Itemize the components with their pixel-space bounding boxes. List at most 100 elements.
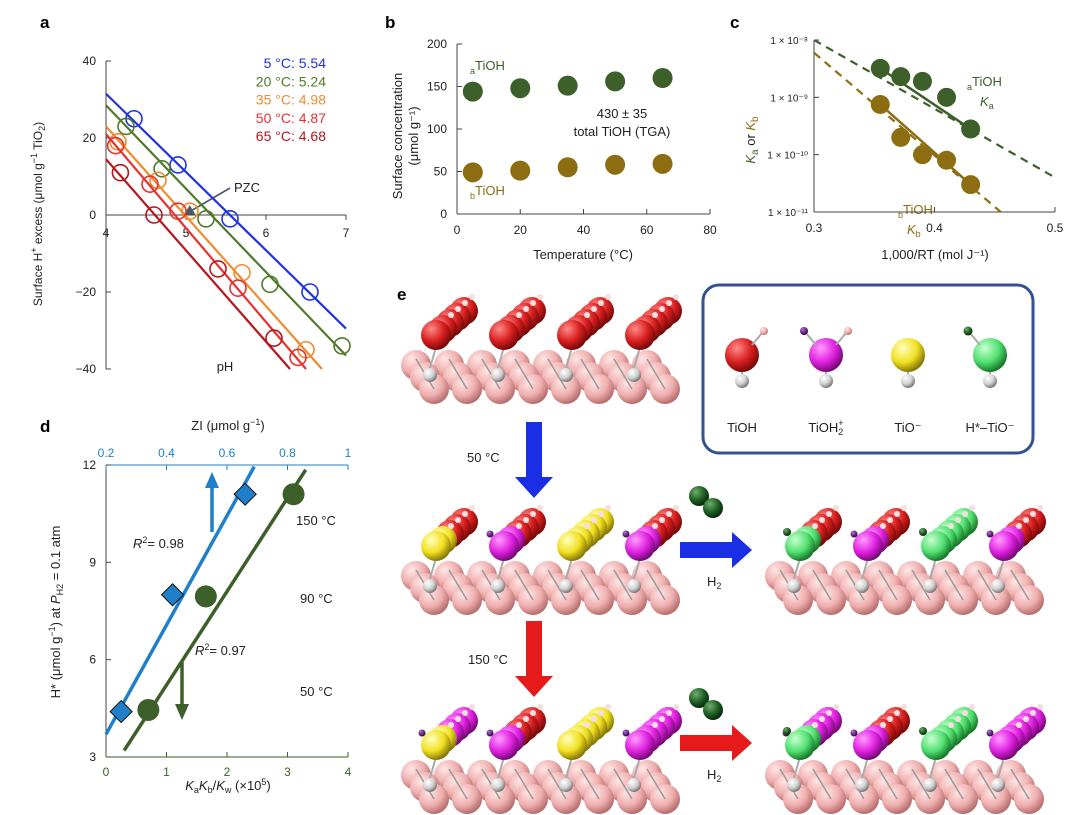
panel-b-xlabel: Temperature (°C) [533,247,633,262]
h-atom [652,722,658,728]
d-x2tick-label: 0.8 [279,446,296,460]
legend-ball [973,338,1007,372]
h-atom [1016,722,1022,728]
panel-d-xlabel: KaKb/Kw (×105) [185,777,271,795]
h-atom [826,710,832,716]
c-point [912,145,932,165]
legend-icon-3 [963,326,1007,388]
lattice-bond [514,569,534,601]
panel-c-xlabel: 1,000/RT (mol J⁻¹) [881,247,989,262]
b-ytick-label: 100 [427,122,447,136]
lattice-bond [1010,768,1030,800]
h-atom [537,505,543,511]
h-atom [901,505,907,511]
c-fit-line [879,103,972,186]
b-point [510,160,531,181]
legend-h-atom-green [963,326,973,336]
c-ytick-label: 1 × 10⁻⁸ [770,36,808,47]
legend-box: TiOH TiOH2+ TiO⁻ H*–TiO⁻ [701,283,1035,455]
h-atom [448,523,454,529]
a-point [289,348,307,367]
a-point [197,210,215,228]
h-atom-purple [622,729,630,737]
a-point [301,283,319,301]
surface-atom-front [785,730,815,760]
label-50c: 50 °C [467,450,500,465]
h-atom [448,312,454,318]
lattice-bond [911,768,931,800]
panel-a-ylabel: Surface H+ excess (μmol g−1 TiO2) [29,122,47,306]
h-atom [516,312,522,318]
a-legend-entry: 65 °C: 4.68 [256,128,326,144]
h-atom [962,511,968,517]
a-point [209,260,227,278]
oxygen-atom [627,579,641,593]
h-atom [462,511,468,517]
panel-a-label: a [40,13,50,32]
lattice-bond [448,768,468,800]
a-point [149,171,167,190]
h-atom [819,517,825,523]
a-legend-entry: 50 °C: 4.87 [256,110,326,126]
h-atom [455,306,461,312]
legend-label-tio: TiO⁻ [894,420,921,435]
panel-c-label: c [730,13,739,32]
bond [929,756,937,779]
c-ytick-label: 1 × 10⁻¹⁰ [767,151,808,162]
h2-molecule-red [689,688,723,720]
c-point [912,71,932,91]
h-atom [659,517,665,523]
d-fit-line [104,465,256,736]
a-fit-line [105,125,323,370]
lattice-bond [911,569,931,601]
a-legend-entry: 5 °C: 5.54 [264,55,327,71]
a-point [221,210,239,228]
panel-b-series-a-label: aTiOH [470,58,505,76]
h-atom-purple [486,729,494,737]
oxygen-atom [923,579,937,593]
legend-label-htio: H*–TiO⁻ [966,420,1015,435]
h-atom [652,523,658,529]
oxygen-atom [559,579,573,593]
surface-atom-front [785,531,815,561]
c-ytick-label: 1 × 10⁻¹¹ [768,208,809,219]
oxygen-atom [787,579,801,593]
bond [429,756,437,779]
legend-h-atom [844,327,852,335]
a-point [106,136,125,155]
bond [633,346,641,369]
d-xtick-label: 0 [103,765,110,779]
d-x2tick-label: 0.4 [158,446,175,460]
h-atom [1016,523,1022,529]
h-atom-purple [850,530,858,538]
c-point [937,150,957,170]
b-point [605,154,626,175]
lattice-bond [878,768,898,800]
h-atom [948,523,954,529]
bond [793,756,801,779]
panel-c-kb-label: Kb [907,222,921,239]
a-xtick-label: 5 [183,226,190,240]
b-point [605,71,626,92]
lattice-bond [977,768,997,800]
h-atom [962,710,968,716]
h-atom-purple [486,530,494,538]
k-down-arrow [175,662,189,720]
b-point [652,68,673,88]
b-xtick-label: 60 [640,223,654,237]
panel-d: d H* (μmol g−1) at PH2 = 0.1 atm KaKb/Kw… [40,417,352,795]
legend-o-atom [735,374,749,388]
oxygen-atom [923,778,937,792]
h-atom [584,312,590,318]
c-point [961,119,981,139]
surface-atom-front [489,730,519,760]
h-atom [537,294,543,300]
h-atom [598,300,604,306]
lattice-bond [646,569,666,601]
legend-o-atom [901,374,915,388]
lattice-bond [944,569,964,601]
b-ytick-label: 150 [427,80,447,94]
surface-atom-front [921,730,951,760]
lattice-bond [977,569,997,601]
d-circle-point [137,698,160,721]
